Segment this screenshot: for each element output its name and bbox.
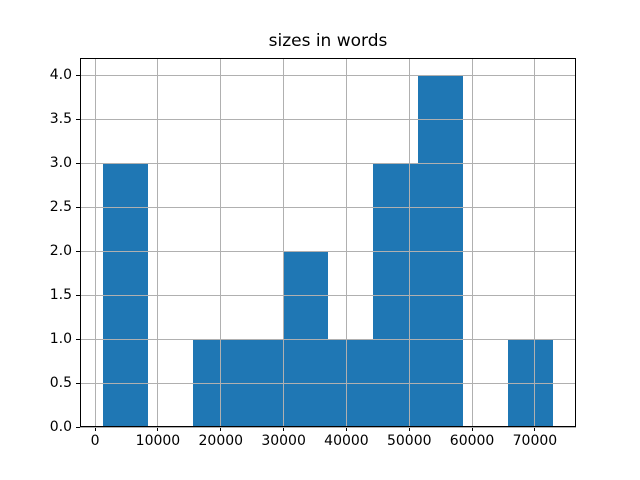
x-tick-label: 60000 xyxy=(449,433,495,450)
y-tick-label: 0.5 xyxy=(49,374,72,391)
chart-title: sizes in words xyxy=(268,31,388,51)
x-tick-label: 10000 xyxy=(135,433,181,450)
x-gridline xyxy=(345,57,347,428)
x-gridline xyxy=(94,57,96,428)
x-tick xyxy=(471,427,473,432)
y-tick xyxy=(76,294,80,296)
axes-border xyxy=(80,57,576,428)
y-gridline xyxy=(80,294,576,296)
x-tick-label: 70000 xyxy=(512,433,558,450)
y-tick-label: 2.5 xyxy=(49,198,72,215)
x-tick-label: 40000 xyxy=(324,433,369,450)
y-gridline xyxy=(80,382,576,384)
x-gridline xyxy=(471,57,473,428)
x-tick xyxy=(220,427,222,432)
y-tick xyxy=(76,118,80,120)
y-tick-label: 2.0 xyxy=(49,242,72,259)
x-gridline xyxy=(283,57,285,428)
y-tick-label: 3.5 xyxy=(49,110,72,127)
x-gridline xyxy=(157,57,159,428)
grid-layer xyxy=(80,57,576,428)
y-tick-label: 1.0 xyxy=(49,330,72,347)
y-tick-label: 1.5 xyxy=(49,286,72,303)
y-gridline xyxy=(80,206,576,208)
y-gridline xyxy=(80,162,576,164)
y-gridline xyxy=(80,426,576,428)
x-tick xyxy=(345,427,347,432)
y-tick xyxy=(76,74,80,76)
x-tick xyxy=(283,427,285,432)
y-tick xyxy=(76,162,80,164)
x-tick xyxy=(157,427,159,432)
x-tick-label: 20000 xyxy=(198,433,244,450)
x-tick xyxy=(534,427,536,432)
y-tick xyxy=(76,250,80,252)
x-tick xyxy=(408,427,410,432)
y-tick xyxy=(76,426,80,428)
y-gridline xyxy=(80,250,576,252)
y-tick xyxy=(76,382,80,384)
x-gridline xyxy=(534,57,536,428)
y-tick-label: 0.0 xyxy=(49,418,72,435)
x-tick xyxy=(94,427,96,432)
y-tick xyxy=(76,206,80,208)
y-gridline xyxy=(80,118,576,120)
y-tick xyxy=(76,338,80,340)
x-tick-label: 30000 xyxy=(261,433,306,450)
x-gridline xyxy=(220,57,222,428)
y-gridline xyxy=(80,74,576,76)
y-gridline xyxy=(80,338,576,340)
plot-area xyxy=(80,57,576,428)
x-tick-label: 50000 xyxy=(386,433,432,450)
y-tick-label: 4.0 xyxy=(49,66,72,83)
x-tick-label: 0 xyxy=(90,433,100,450)
x-gridline xyxy=(408,57,410,428)
y-tick-label: 3.0 xyxy=(49,154,72,171)
